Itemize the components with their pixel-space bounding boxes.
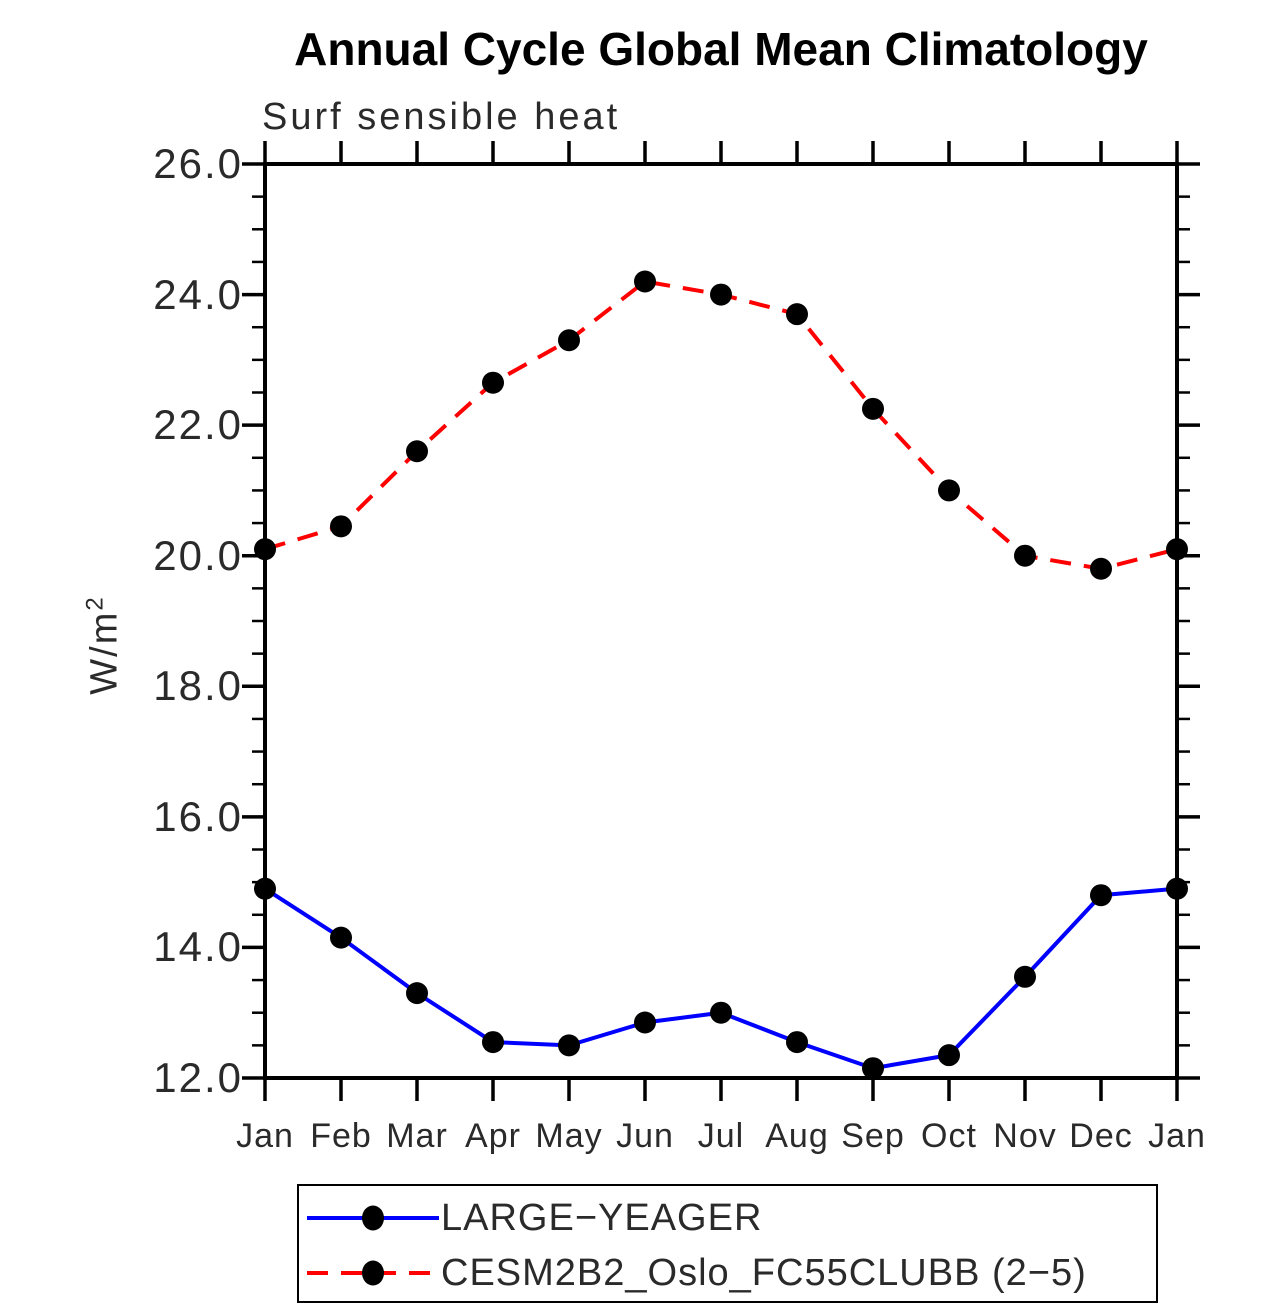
x-tick-label: Oct xyxy=(921,1117,977,1155)
x-tick-label: Feb xyxy=(310,1117,372,1155)
y-tick-label: 24.0 xyxy=(153,270,243,318)
data-point-marker-series-0 xyxy=(862,1057,884,1080)
legend-line-sample-cesm2b2 xyxy=(307,1260,439,1286)
legend-row-cesm2b2: CESM2B2_Oslo_FC55CLUBB (2−5) xyxy=(299,1249,1156,1297)
data-point-marker-series-1 xyxy=(1166,538,1188,561)
y-tick-label: 20.0 xyxy=(153,531,243,579)
y-tick-label: 22.0 xyxy=(153,401,243,449)
y-tick-label: 18.0 xyxy=(153,662,243,710)
legend-marker-series-0 xyxy=(362,1205,384,1231)
data-point-marker-series-0 xyxy=(710,1001,732,1024)
data-point-marker-series-1 xyxy=(786,303,808,326)
x-tick-label: Jul xyxy=(697,1117,745,1155)
data-point-marker-series-0 xyxy=(634,1011,656,1034)
legend: LARGE−YEAGER CESM2B2_Oslo_FC55CLUBB (2−5… xyxy=(297,1184,1158,1303)
data-point-marker-series-0 xyxy=(482,1031,504,1054)
y-tick-label: 12.0 xyxy=(153,1054,243,1101)
series-line-1 xyxy=(264,279,1178,571)
x-tick-label: Apr xyxy=(465,1117,521,1155)
data-point-marker-series-1 xyxy=(254,538,276,561)
y-tick-label: 14.0 xyxy=(153,923,243,971)
data-point-marker-series-1 xyxy=(406,440,428,463)
legend-marker-series-1 xyxy=(362,1260,384,1286)
data-point-marker-series-1 xyxy=(710,283,732,306)
x-tick-label: Dec xyxy=(1069,1117,1133,1155)
data-point-marker-series-1 xyxy=(558,329,580,352)
data-point-marker-series-1 xyxy=(482,371,504,394)
data-point-marker-series-1 xyxy=(1090,557,1112,580)
x-tick-label: Sep xyxy=(841,1117,905,1155)
data-point-marker-series-1 xyxy=(1014,544,1036,567)
x-tick-label: Jan xyxy=(236,1117,294,1155)
data-point-marker-series-1 xyxy=(330,515,352,538)
data-point-marker-series-1 xyxy=(634,270,656,293)
data-point-marker-series-0 xyxy=(938,1044,960,1067)
legend-row-large-yeager: LARGE−YEAGER xyxy=(299,1194,1156,1242)
chart-subtitle: Surf sensible heat xyxy=(262,96,621,138)
legend-label-large-yeager: LARGE−YEAGER xyxy=(441,1197,763,1239)
x-tick-label: Nov xyxy=(993,1117,1057,1155)
chart-title: Annual Cycle Global Mean Climatology xyxy=(294,23,1148,75)
data-point-marker-series-0 xyxy=(406,982,428,1005)
x-tick-label: Mar xyxy=(386,1117,448,1155)
x-tick-label: Aug xyxy=(765,1117,829,1155)
data-point-marker-series-1 xyxy=(938,479,960,502)
data-point-marker-series-0 xyxy=(1166,877,1188,900)
y-tick-label: 16.0 xyxy=(153,792,243,840)
data-point-marker-series-0 xyxy=(330,926,352,949)
data-point-marker-series-0 xyxy=(786,1031,808,1054)
y-tick-label: 26.0 xyxy=(153,140,243,187)
data-point-marker-series-0 xyxy=(1014,965,1036,988)
data-point-marker-series-1 xyxy=(862,397,884,420)
data-point-marker-series-0 xyxy=(1090,884,1112,907)
legend-label-cesm2b2: CESM2B2_Oslo_FC55CLUBB (2−5) xyxy=(441,1252,1087,1294)
x-tick-label: Jan xyxy=(1148,1117,1206,1155)
data-point-marker-series-0 xyxy=(254,877,276,900)
x-tick-label: May xyxy=(535,1117,603,1155)
x-tick-label: Jun xyxy=(616,1117,674,1155)
data-point-marker-series-0 xyxy=(558,1034,580,1057)
legend-line-sample-large-yeager xyxy=(307,1205,439,1231)
series-line-0 xyxy=(263,886,1178,1071)
